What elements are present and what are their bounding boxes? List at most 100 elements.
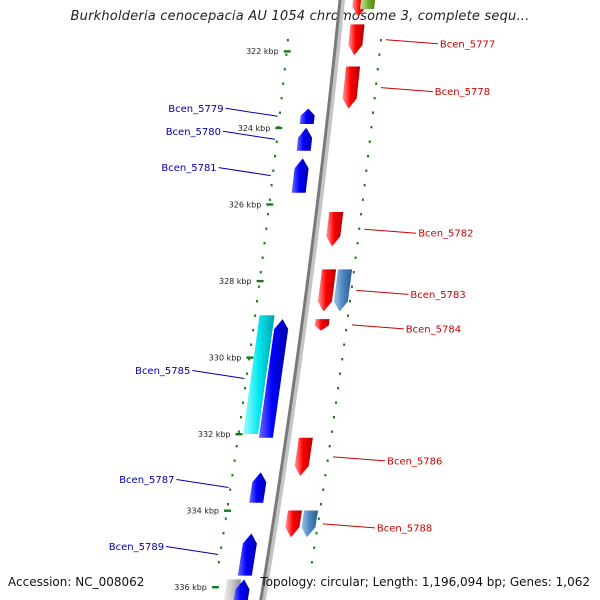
guide-dot: [274, 155, 276, 158]
tick-label: 336 kbp: [174, 583, 207, 592]
guide-dot: [263, 242, 266, 245]
guide-dot: [347, 314, 350, 317]
guide-dot: [320, 503, 322, 506]
scale-tick: [266, 203, 274, 206]
guide-dot: [270, 184, 273, 187]
gene-label-leader: [333, 456, 386, 462]
scale-tick: [235, 433, 243, 436]
gene-feature[interactable]: [285, 510, 302, 538]
gene-label[interactable]: Bcen_5780: [166, 127, 221, 138]
guide-dot: [328, 445, 331, 448]
guide-dot: [285, 53, 288, 56]
guide-dot: [252, 329, 255, 332]
guide-dot: [368, 140, 371, 143]
scale-tick: [275, 126, 283, 130]
guide-dot: [286, 39, 289, 42]
guide-dot: [367, 155, 369, 158]
gene-label[interactable]: Bcen_5777: [440, 39, 495, 50]
tick-label: 328 kbp: [219, 277, 252, 286]
dotted-guides: [217, 39, 382, 564]
gene-feature[interactable]: [342, 66, 361, 109]
guide-dot: [376, 68, 379, 71]
gene-feature[interactable]: [243, 315, 275, 434]
tick-label: 332 kbp: [198, 430, 231, 439]
gene-label[interactable]: Bcen_5786: [387, 456, 442, 467]
gene-feature[interactable]: [249, 472, 267, 503]
guide-dot: [349, 300, 351, 303]
guide-dot: [350, 285, 353, 288]
guide-dot: [254, 314, 257, 317]
guide-dot: [379, 39, 382, 42]
guide-dot: [229, 488, 232, 491]
guide-dot: [337, 387, 340, 390]
tick-label: 334 kbp: [186, 507, 219, 516]
backbone-shadow: [259, 0, 346, 600]
guide-dot: [356, 242, 359, 245]
guide-dot: [372, 111, 374, 114]
gene-label[interactable]: Bcen_5785: [135, 366, 190, 377]
guide-dot: [235, 445, 238, 448]
guide-dot: [373, 97, 376, 100]
gene-feature[interactable]: [296, 127, 313, 151]
gene-label-leader: [322, 523, 375, 529]
gene-label[interactable]: Bcen_5778: [435, 87, 490, 98]
gene-label[interactable]: Bcen_5788: [377, 523, 432, 534]
gene-feature[interactable]: [317, 269, 337, 312]
gene-label[interactable]: Bcen_5783: [410, 290, 465, 301]
guide-dot: [242, 401, 244, 404]
gene-label-leader: [385, 39, 438, 45]
scale-tick: [256, 279, 264, 283]
gene-feature[interactable]: [258, 319, 289, 438]
guide-dot: [282, 82, 285, 85]
gene-label[interactable]: Bcen_5781: [161, 163, 216, 174]
guide-dot: [272, 169, 275, 172]
guide-dot: [222, 532, 225, 535]
gene-label[interactable]: Bcen_5789: [109, 542, 164, 553]
guide-dot: [354, 256, 357, 259]
gene-feature[interactable]: [294, 437, 313, 476]
guide-dot: [268, 198, 271, 201]
guide-dot: [335, 401, 337, 404]
guide-dot: [267, 213, 270, 216]
guide-dot: [322, 488, 325, 491]
guide-dot: [317, 517, 320, 520]
gene-feature[interactable]: [291, 158, 309, 193]
guide-dot: [220, 546, 223, 549]
guide-dot: [341, 358, 344, 361]
gene-label[interactable]: Bcen_5787: [119, 475, 174, 486]
guide-dot: [370, 126, 373, 129]
guide-dot: [280, 97, 283, 100]
gene-feature[interactable]: [360, 0, 376, 10]
gene-label[interactable]: Bcen_5782: [418, 229, 473, 240]
scale-tick: [246, 356, 254, 359]
guide-dot: [333, 416, 335, 419]
gene-feature[interactable]: [233, 579, 250, 600]
gene-feature[interactable]: [314, 319, 330, 331]
gene-label-leader: [222, 130, 276, 140]
gene-label[interactable]: Bcen_5784: [406, 324, 461, 335]
guide-dot: [261, 256, 264, 259]
gene-feature[interactable]: [299, 108, 315, 124]
gene-feature[interactable]: [237, 533, 257, 576]
guide-dot: [244, 387, 247, 390]
gene-label-leader: [364, 228, 417, 234]
gene-label-leader: [218, 167, 271, 177]
gene-label[interactable]: Bcen_5779: [168, 104, 223, 115]
guide-dot: [246, 372, 249, 375]
guide-dot: [375, 82, 378, 85]
guide-dot: [326, 459, 329, 462]
guide-dot: [259, 271, 262, 274]
guide-dot: [283, 68, 286, 71]
map-title: Burkholderia cenocepacia AU 1054 chromos…: [70, 9, 530, 24]
scale-ticks: 322 kbp 324 kbp 326 kbp 328 kbp 330 kbp 332 k…: [174, 47, 291, 592]
scale-tick: [224, 509, 231, 512]
gene-feature[interactable]: [333, 269, 353, 312]
tick-label: 322 kbp: [246, 47, 279, 56]
gene-feature[interactable]: [301, 510, 318, 538]
gene-feature[interactable]: [348, 24, 365, 56]
chromosome-backbone: [259, 0, 342, 600]
guide-dot: [227, 503, 229, 506]
guide-dot: [363, 184, 366, 187]
gene-feature[interactable]: [326, 212, 344, 247]
guide-dot: [237, 430, 240, 433]
